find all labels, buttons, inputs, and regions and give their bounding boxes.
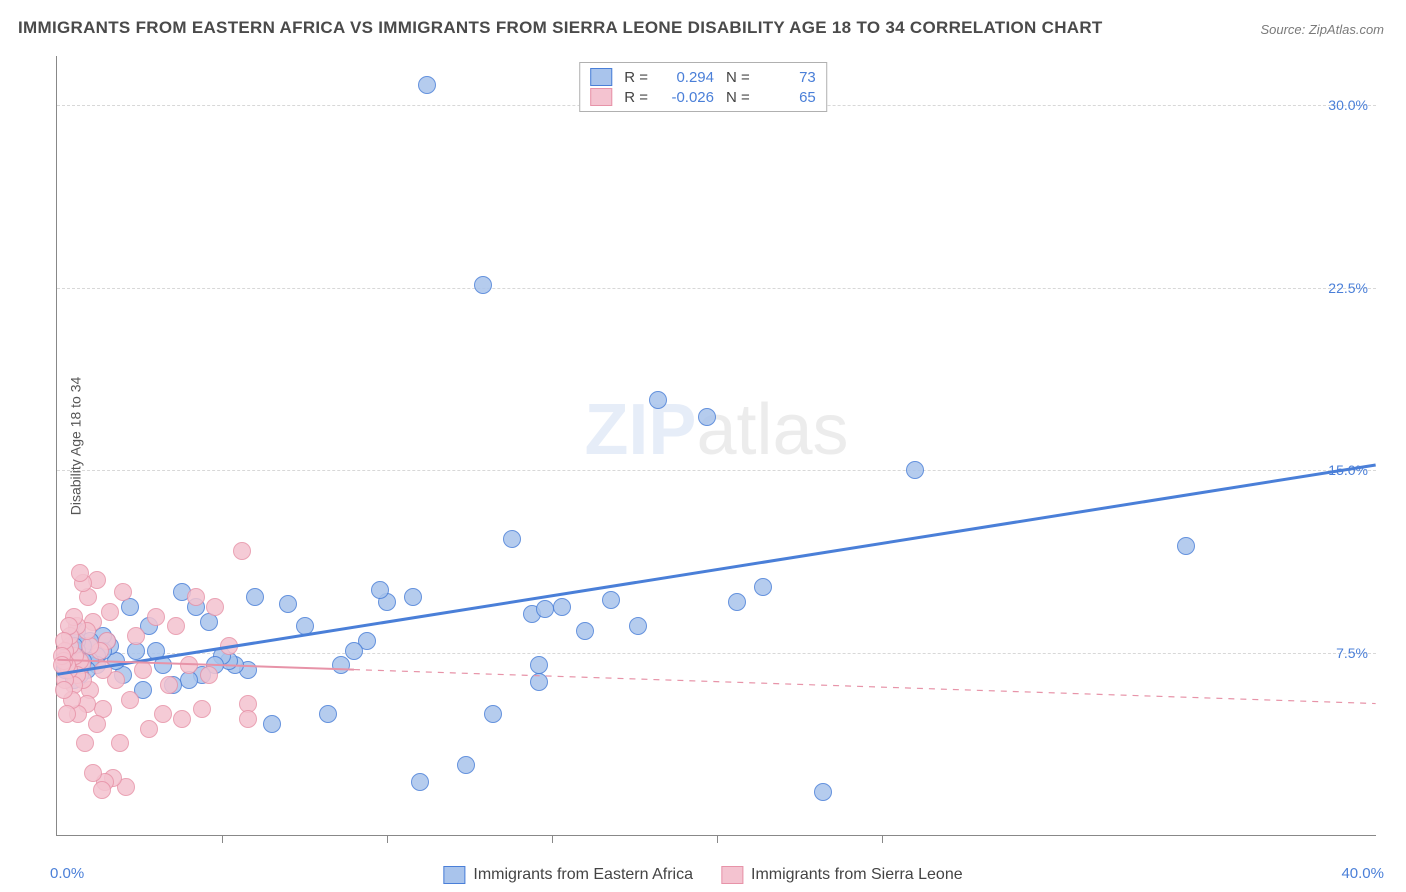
series-name-1: Immigrants from Sierra Leone <box>751 866 963 884</box>
correlation-legend: R = 0.294 N = 73 R = -0.026 N = 65 <box>579 62 827 112</box>
legend-swatch-series-1 <box>721 866 743 884</box>
r-value-series-1: -0.026 <box>660 89 714 106</box>
series-name-0: Immigrants from Eastern Africa <box>473 866 693 884</box>
legend-swatch-series-1 <box>590 88 612 106</box>
r-label: R = <box>624 89 648 106</box>
series-legend-item: Immigrants from Eastern Africa <box>443 866 693 884</box>
legend-swatch-series-0 <box>443 866 465 884</box>
x-tick <box>717 835 718 843</box>
series-legend: Immigrants from Eastern Africa Immigrant… <box>443 866 962 884</box>
n-label: N = <box>726 89 750 106</box>
series-legend-item: Immigrants from Sierra Leone <box>721 866 963 884</box>
correlation-legend-row: R = -0.026 N = 65 <box>590 87 816 107</box>
r-value-series-0: 0.294 <box>660 69 714 86</box>
x-tick <box>387 835 388 843</box>
legend-swatch-series-0 <box>590 68 612 86</box>
trend-lines-layer <box>57 56 1376 835</box>
x-origin-label: 0.0% <box>50 865 84 882</box>
source-label: Source: ZipAtlas.com <box>1260 22 1384 37</box>
n-value-series-1: 65 <box>762 89 816 106</box>
x-tick <box>552 835 553 843</box>
chart-title: IMMIGRANTS FROM EASTERN AFRICA VS IMMIGR… <box>18 18 1103 38</box>
x-tick <box>882 835 883 843</box>
plot-area: ZIPatlas 7.5%15.0%22.5%30.0% <box>56 56 1376 836</box>
x-max-label: 40.0% <box>1341 865 1384 882</box>
r-label: R = <box>624 69 648 86</box>
correlation-legend-row: R = 0.294 N = 73 <box>590 67 816 87</box>
x-tick <box>222 835 223 843</box>
n-label: N = <box>726 69 750 86</box>
n-value-series-0: 73 <box>762 69 816 86</box>
